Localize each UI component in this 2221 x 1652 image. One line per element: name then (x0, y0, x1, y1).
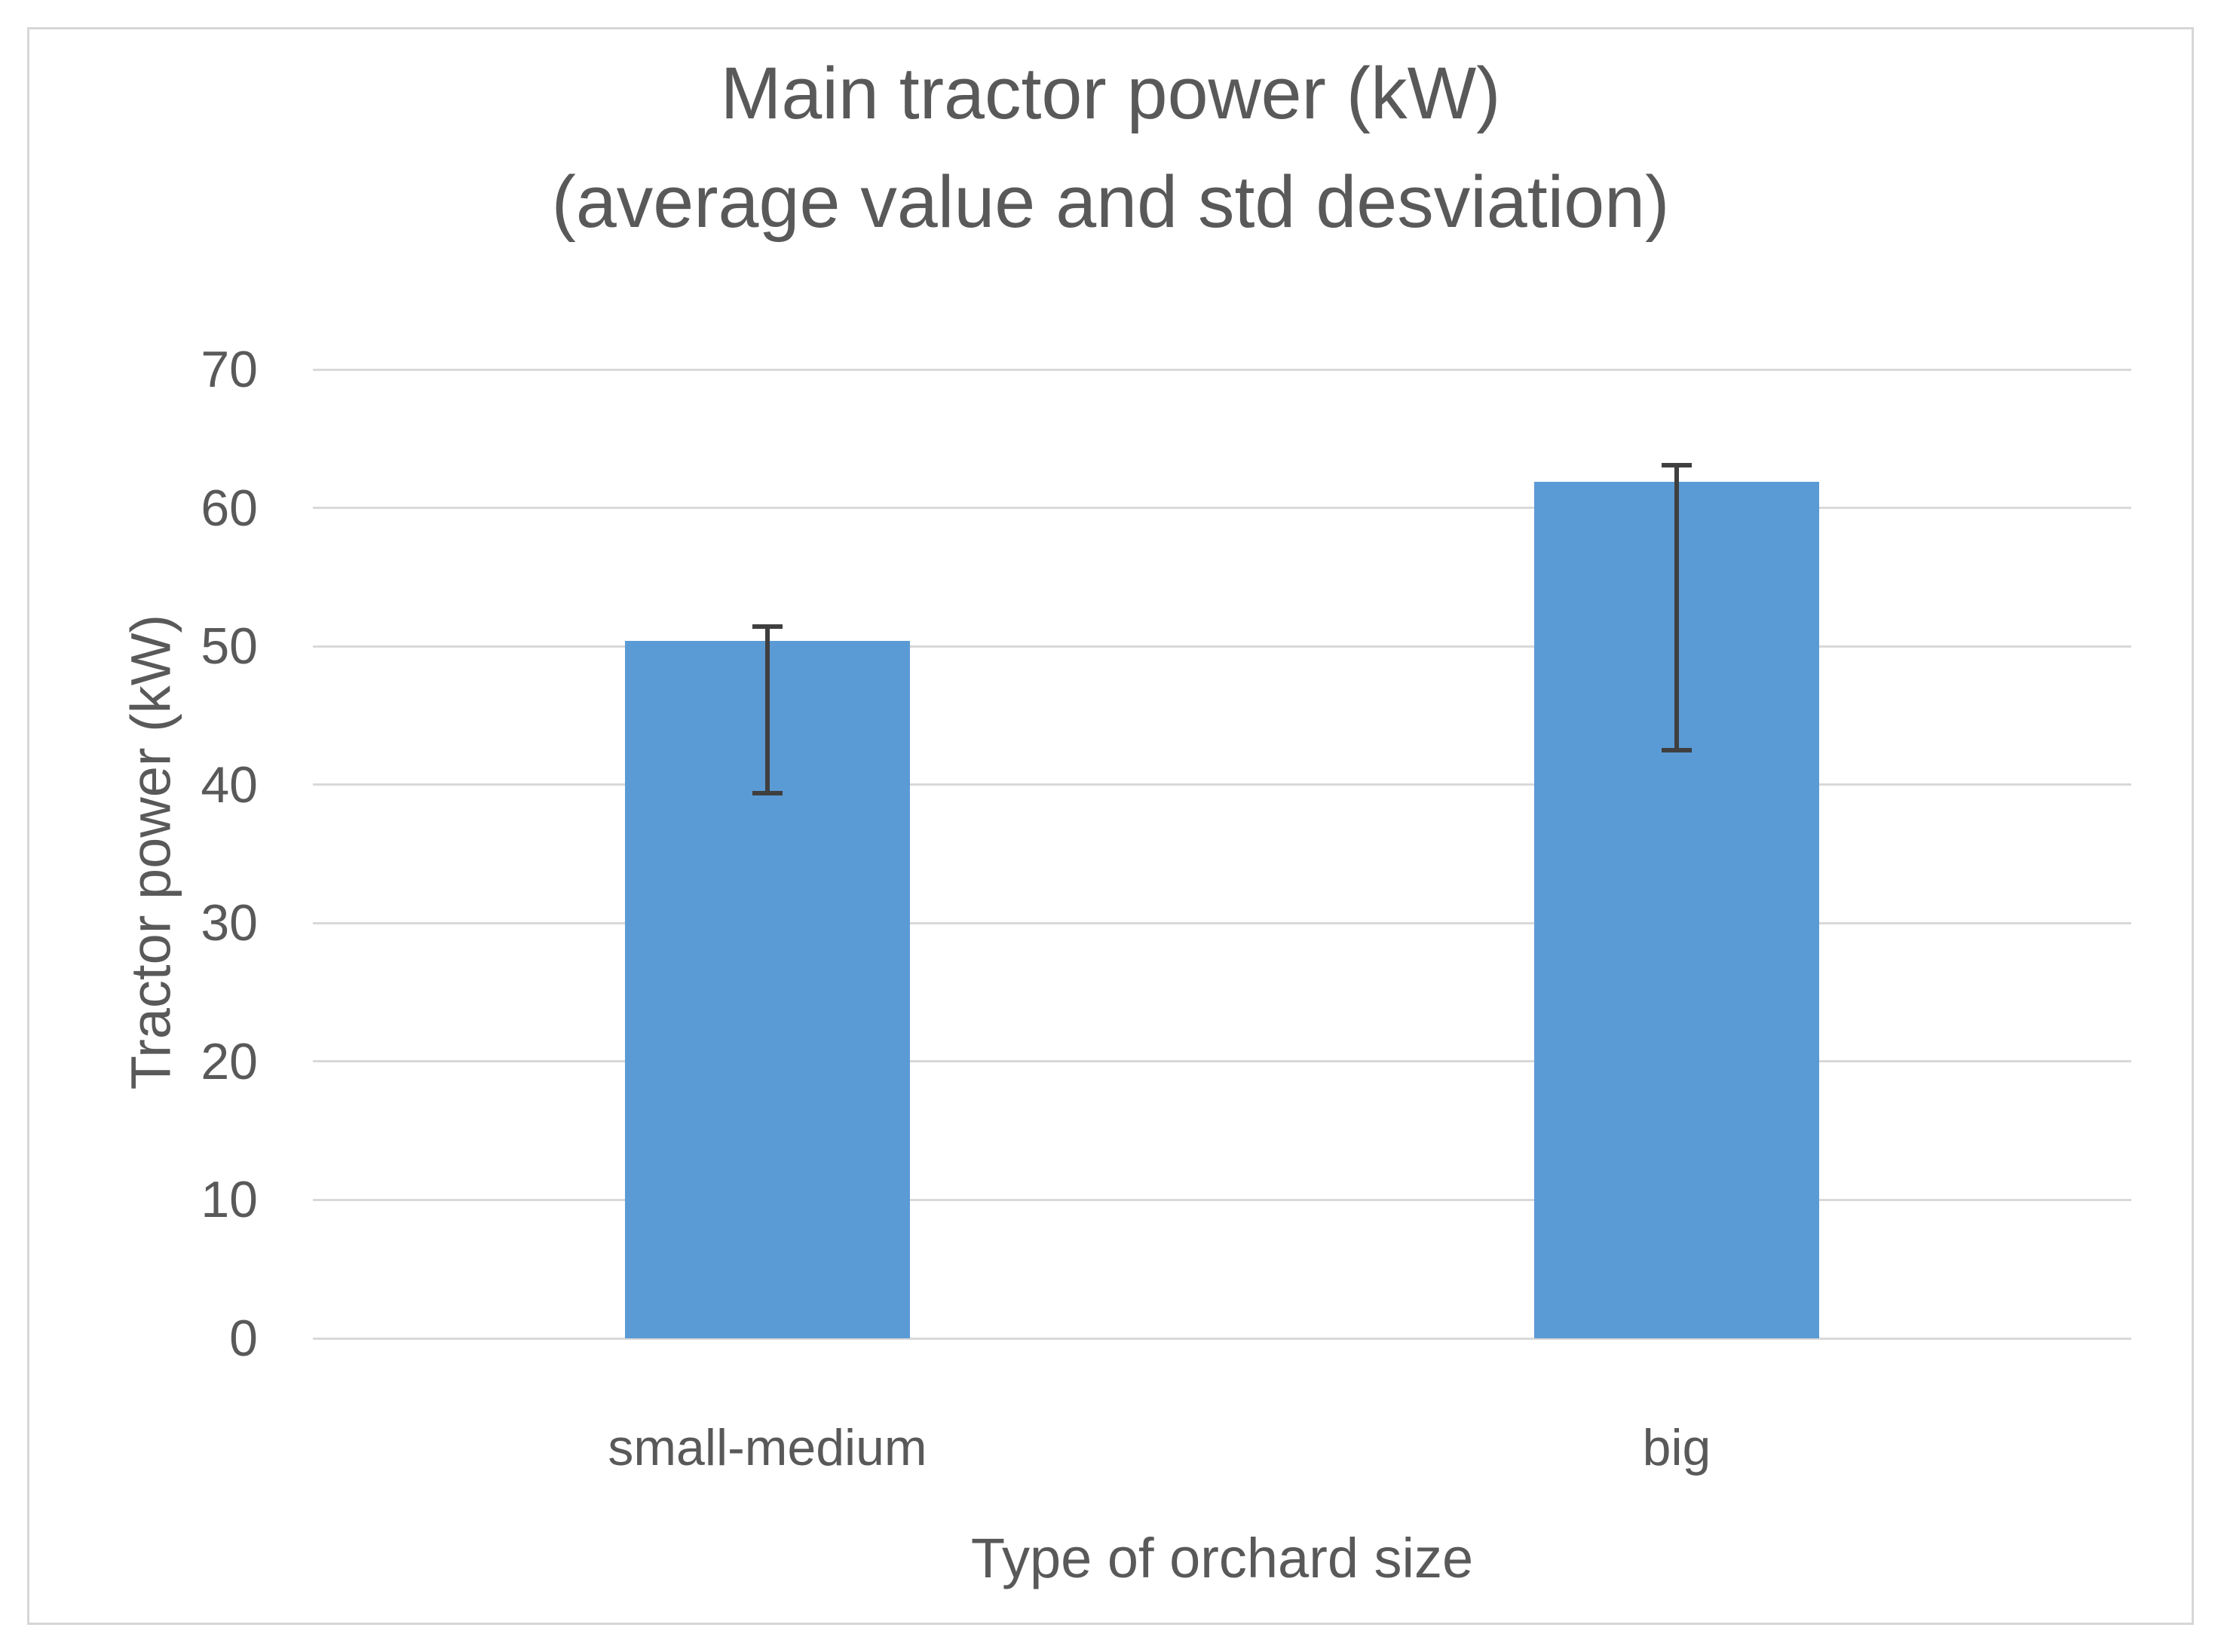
y-tick-label-0: 0 (229, 1310, 258, 1367)
y-tick-label-70: 70 (201, 341, 258, 398)
x-axis-title: Type of orchard size (970, 1527, 1474, 1589)
x-category-label-big: big (1642, 1419, 1711, 1476)
y-axis-title: Tractor power (kW) (119, 614, 182, 1090)
gridline-y-30 (313, 921, 2131, 924)
y-tick-label-60: 60 (201, 479, 258, 537)
error-bar-cap-top-small-medium (752, 624, 783, 630)
error-bar-cap-bottom-big (1662, 747, 1692, 752)
error-bar-line-big (1674, 464, 1679, 750)
gridline-y-60 (313, 507, 2131, 510)
y-tick-label-40: 40 (201, 756, 258, 814)
chart-outer-frame (27, 27, 2194, 1625)
gridline-y-20 (313, 1060, 2131, 1063)
error-bar-cap-top-big (1662, 462, 1692, 467)
chart-title-line-2: (average value and std desviation) (551, 160, 1670, 243)
y-tick-label-20: 20 (201, 1032, 258, 1090)
y-tick-label-30: 30 (201, 894, 258, 952)
x-category-label-small-medium: small-medium (608, 1419, 927, 1476)
error-bar-cap-bottom-small-medium (752, 790, 783, 795)
gridline-y-0 (313, 1337, 2131, 1340)
error-bar-line-small-medium (765, 627, 770, 793)
gridline-y-10 (313, 1198, 2131, 1201)
chart-title-line-1: Main tractor power (kW) (720, 52, 1501, 134)
gridline-y-50 (313, 645, 2131, 648)
plot-area (313, 368, 2131, 1340)
chart-title: Main tractor power (kW) (average value a… (0, 39, 2221, 256)
y-tick-label-50: 50 (201, 618, 258, 676)
gridline-y-70 (313, 368, 2131, 371)
gridline-y-40 (313, 783, 2131, 786)
y-tick-label-10: 10 (201, 1171, 258, 1229)
